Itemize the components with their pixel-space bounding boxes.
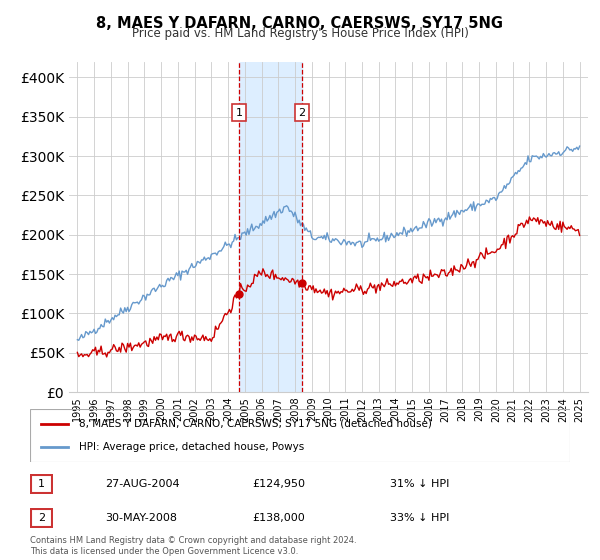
Bar [239, 62, 302, 392]
Text: 31% ↓ HPI: 31% ↓ HPI [390, 479, 449, 489]
Text: 2: 2 [38, 513, 45, 523]
Text: HPI: Average price, detached house, Powys: HPI: Average price, detached house, Powy… [79, 442, 304, 452]
Text: 2: 2 [298, 108, 305, 118]
Text: 8, MAES Y DAFARN, CARNO, CAERSWS, SY17 5NG (detached house): 8, MAES Y DAFARN, CARNO, CAERSWS, SY17 5… [79, 419, 431, 429]
Text: 8, MAES Y DAFARN, CARNO, CAERSWS, SY17 5NG: 8, MAES Y DAFARN, CARNO, CAERSWS, SY17 5… [97, 16, 503, 31]
Text: 33% ↓ HPI: 33% ↓ HPI [390, 513, 449, 523]
Text: £124,950: £124,950 [252, 479, 305, 489]
Text: Price paid vs. HM Land Registry's House Price Index (HPI): Price paid vs. HM Land Registry's House … [131, 27, 469, 40]
Text: 1: 1 [235, 108, 242, 118]
Text: Contains HM Land Registry data © Crown copyright and database right 2024.
This d: Contains HM Land Registry data © Crown c… [30, 536, 356, 556]
Text: 1: 1 [38, 479, 45, 489]
Text: 30-MAY-2008: 30-MAY-2008 [105, 513, 177, 523]
Text: 27-AUG-2004: 27-AUG-2004 [105, 479, 179, 489]
Text: £138,000: £138,000 [252, 513, 305, 523]
